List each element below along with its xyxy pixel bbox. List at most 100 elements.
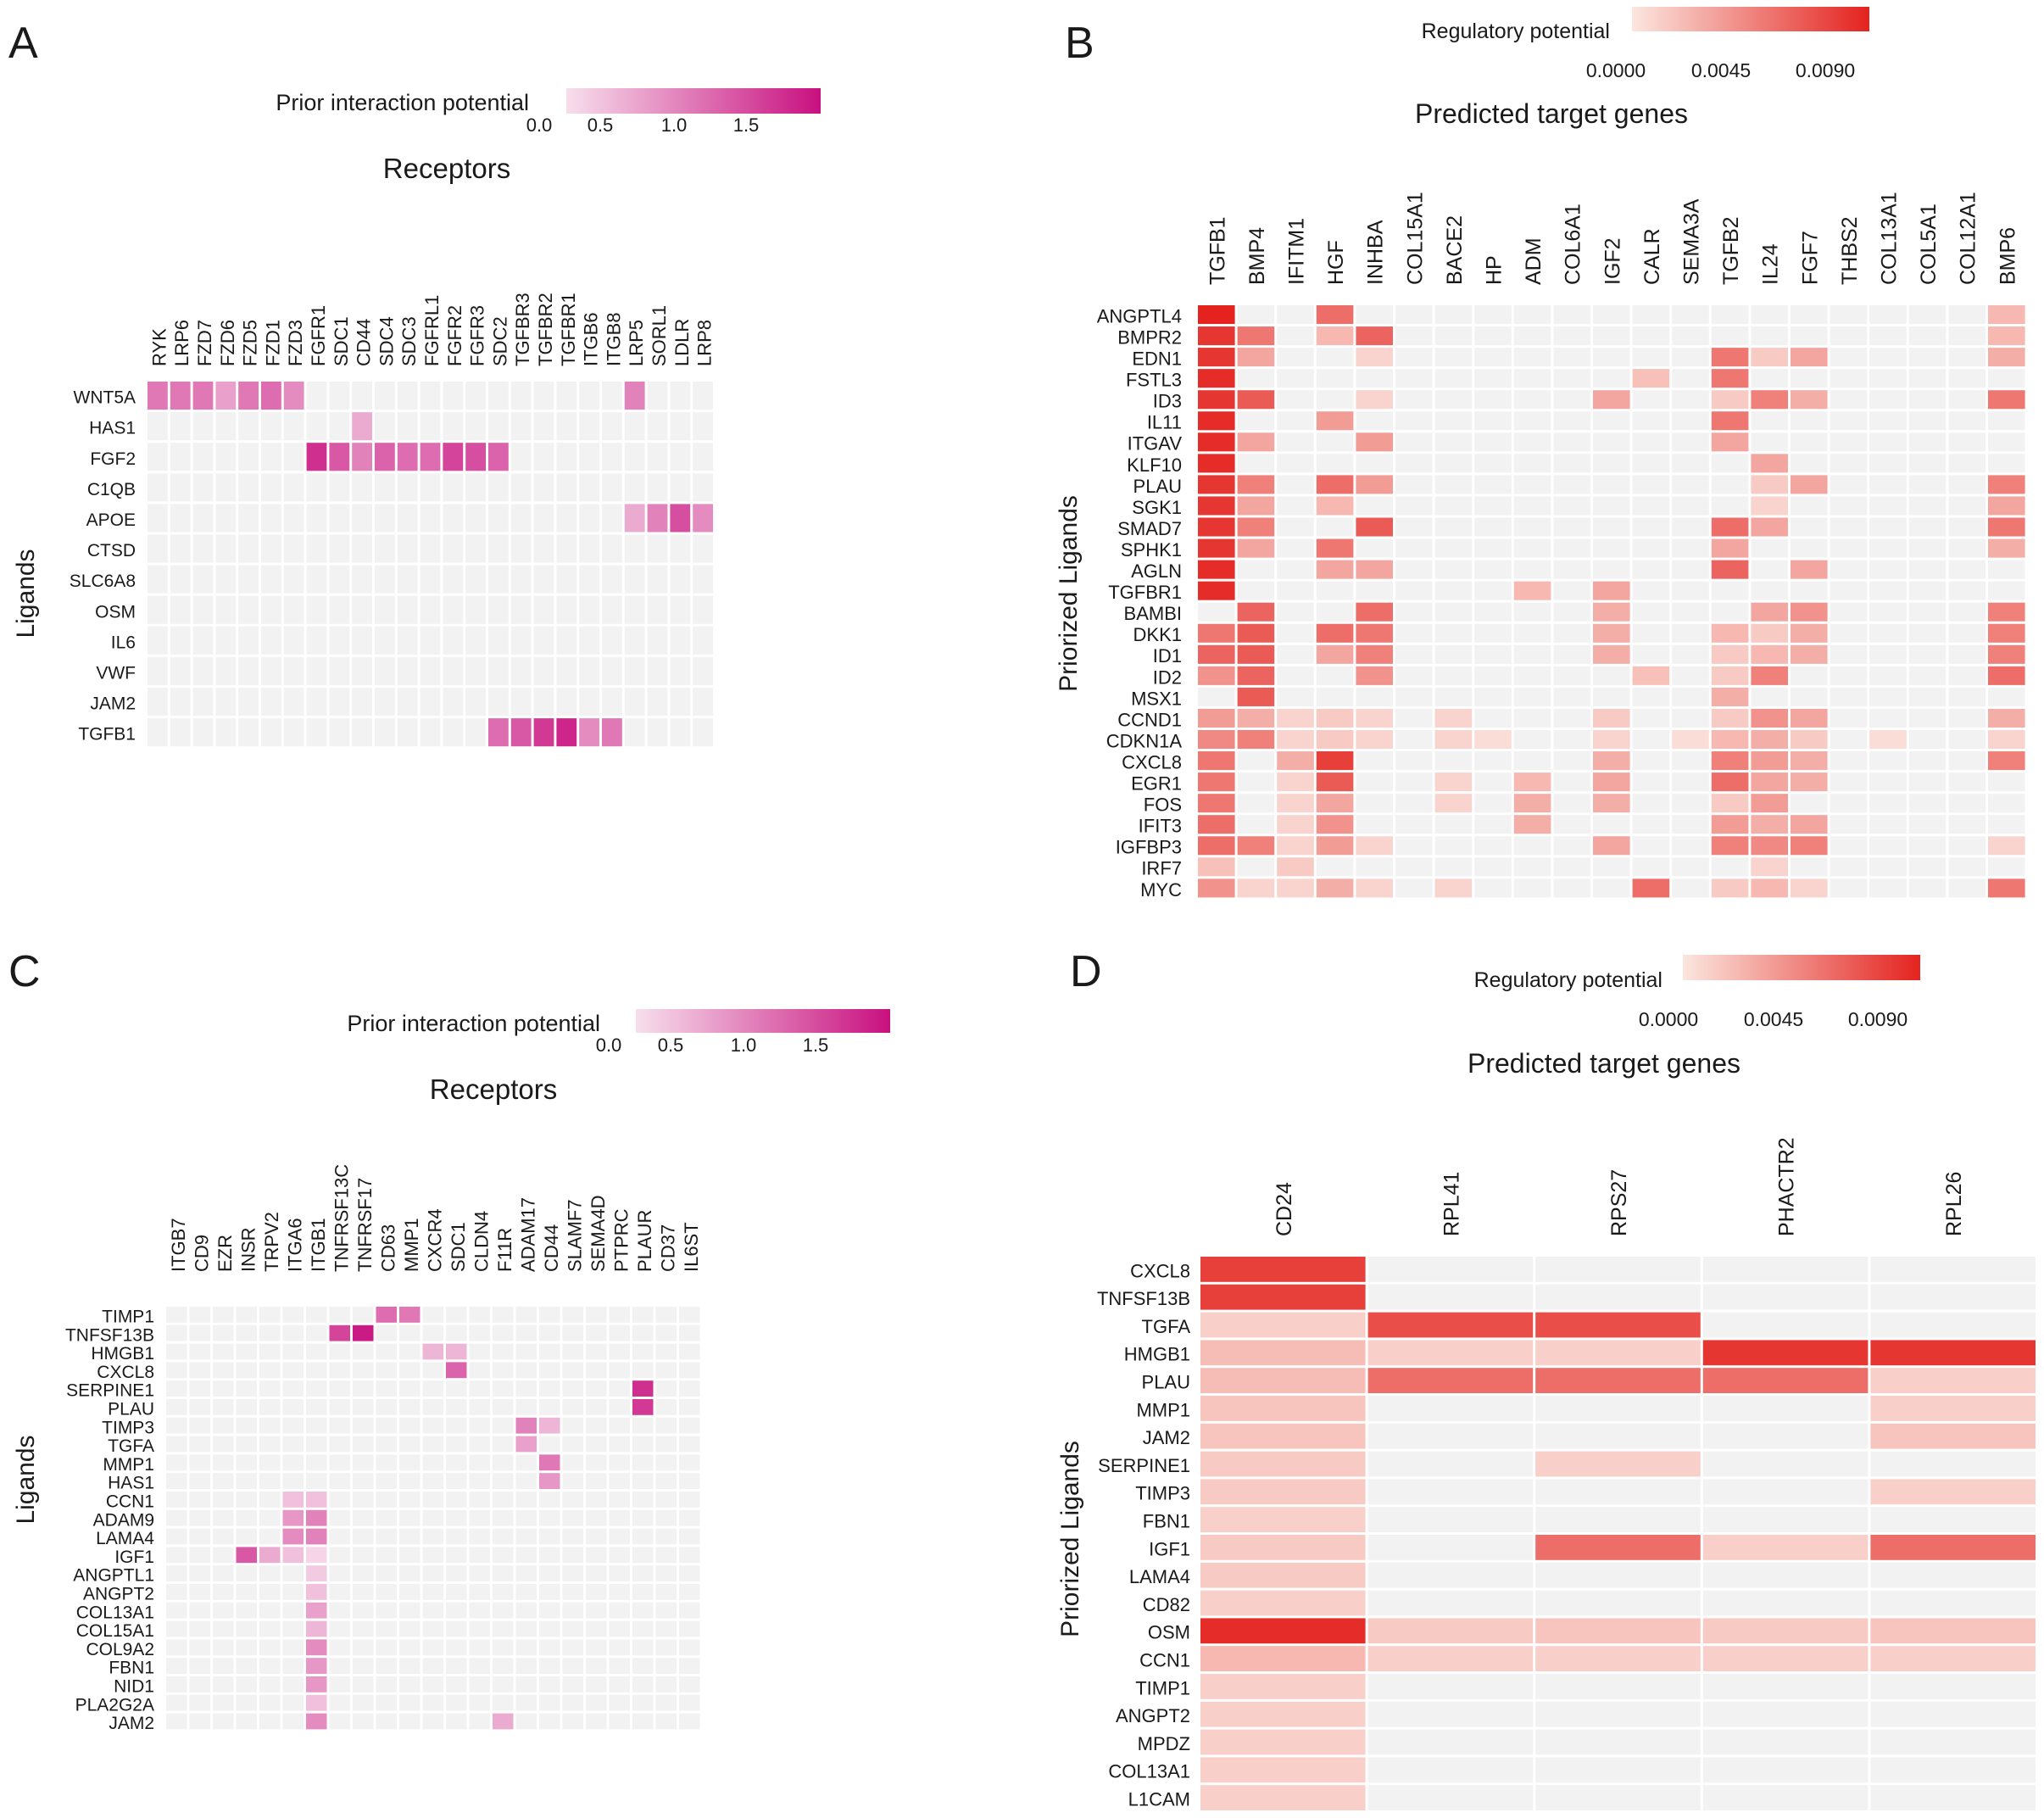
heatmap-cell: [1198, 326, 1235, 346]
heatmap-cell: [562, 1676, 583, 1693]
heatmap-cell: [329, 1307, 350, 1323]
heatmap-cell: [469, 1676, 490, 1693]
row-label: LAMA4: [1129, 1566, 1190, 1587]
heatmap-cell: [1395, 475, 1433, 494]
heatmap-cell: [1535, 1507, 1701, 1532]
heatmap-cell: [1711, 432, 1749, 452]
heatmap-cell: [1830, 475, 1868, 494]
heatmap-cell: [443, 565, 464, 594]
heatmap-cell: [1198, 623, 1235, 643]
heatmap-cell: [1395, 326, 1433, 346]
heatmap-cell: [1632, 857, 1670, 877]
row-label: ANGPTL4: [1097, 305, 1182, 326]
heatmap-cell: [679, 1362, 700, 1379]
heatmap-cell: [1593, 687, 1630, 706]
heatmap-cell: [1237, 623, 1275, 643]
legend-tick: 1.5: [733, 114, 760, 136]
heatmap-cell: [1711, 348, 1749, 367]
heatmap-cell: [166, 1713, 187, 1730]
heatmap-cell: [236, 1620, 257, 1637]
heatmap-cell: [679, 1473, 700, 1489]
heatmap-cell: [1593, 878, 1630, 898]
heatmap-cell: [283, 534, 304, 563]
heatmap-cell: [1672, 602, 1709, 622]
heatmap-cell: [586, 1362, 607, 1379]
heatmap-cell: [679, 1694, 700, 1711]
heatmap-cell: [1632, 751, 1670, 771]
heatmap-cell: [465, 718, 486, 747]
row-label: APOE: [86, 510, 136, 530]
heatmap-cell: [215, 382, 237, 410]
column-label: COL12A1: [1957, 192, 1980, 285]
heatmap-cell: [469, 1620, 490, 1637]
heatmap-cell: [306, 656, 327, 685]
heatmap-cell: [282, 1324, 304, 1341]
row-label: SLC6A8: [70, 572, 136, 591]
heatmap-cell: [1593, 730, 1630, 750]
heatmap-cell: [562, 1528, 583, 1545]
column-label: CLDN4: [471, 1211, 492, 1272]
heatmap-cell: [259, 1658, 281, 1674]
heatmap-cell: [213, 1307, 234, 1323]
heatmap-cell: [1277, 517, 1314, 537]
heatmap-cell: [213, 1473, 234, 1489]
heatmap-cell: [1791, 794, 1828, 813]
heatmap-cell: [655, 1454, 677, 1471]
heatmap-cell: [539, 1694, 560, 1711]
heatmap-cell: [1200, 1701, 1366, 1727]
heatmap-cell: [1988, 730, 2025, 750]
heatmap-cell: [166, 1362, 187, 1379]
heatmap-cell: [283, 656, 304, 685]
heatmap-cell: [376, 1694, 397, 1711]
heatmap-cell: [1869, 432, 1907, 452]
heatmap-cell: [1237, 496, 1275, 516]
heatmap-cell: [556, 626, 577, 655]
heatmap-cell: [655, 1713, 677, 1730]
column-label: TGFBR1: [558, 293, 579, 366]
heatmap-cell: [562, 1620, 583, 1637]
column-label: PHACTR2: [1775, 1137, 1799, 1236]
chart-title: Predicted target genes: [1415, 98, 1688, 129]
heatmap-cell: [1908, 432, 1947, 452]
heatmap-cell: [1367, 1674, 1534, 1699]
heatmap-cell: [655, 1547, 677, 1564]
heatmap-cell: [465, 412, 486, 441]
heatmap-cell: [510, 688, 532, 717]
heatmap-a: RYK LRP6 FZD7 FZD6 FZD5 FZD1 FZD3 FGFR1 SDC1 CD44…: [70, 293, 716, 747]
heatmap-cell: [1553, 772, 1590, 792]
column-label: FZD6: [217, 320, 238, 366]
heatmap-cell: [1198, 708, 1235, 728]
heatmap-cell: [1474, 644, 1512, 664]
heatmap-cell: [1356, 538, 1393, 558]
heatmap-cell: [1988, 623, 2025, 643]
heatmap-cell: [488, 688, 509, 717]
heatmap-cell: [1830, 369, 1868, 388]
heatmap-cell: [1830, 857, 1868, 877]
heatmap-cell: [1513, 496, 1551, 516]
heatmap-cell: [1869, 390, 1907, 410]
heatmap-cell: [579, 595, 599, 624]
heatmap-cell: [1356, 878, 1393, 898]
heatmap-cell: [329, 1454, 350, 1471]
heatmap-cell: [1593, 772, 1630, 792]
row-label: COL15A1: [76, 1621, 154, 1641]
heatmap-cell: [1702, 1423, 1869, 1449]
heatmap-cell: [1553, 878, 1590, 898]
heatmap-cell: [1948, 305, 1986, 325]
heatmap-cell: [446, 1565, 467, 1581]
heatmap-cell: [1553, 708, 1590, 728]
heatmap-cell: [1198, 538, 1235, 558]
heatmap-cell: [1948, 857, 1986, 877]
heatmap-cell: [170, 412, 191, 441]
heatmap-cell: [1830, 517, 1868, 537]
heatmap-cell: [556, 443, 577, 471]
heatmap-cell: [1553, 538, 1590, 558]
heatmap-cell: [352, 382, 372, 410]
heatmap-cell: [1632, 390, 1670, 410]
heatmap-cell: [192, 473, 214, 502]
heatmap-cell: [375, 718, 395, 747]
column-label: SEMA3A: [1680, 198, 1704, 285]
heatmap-cell: [1474, 305, 1512, 325]
heatmap-cell: [586, 1509, 607, 1526]
heatmap-cell: [1277, 369, 1314, 388]
